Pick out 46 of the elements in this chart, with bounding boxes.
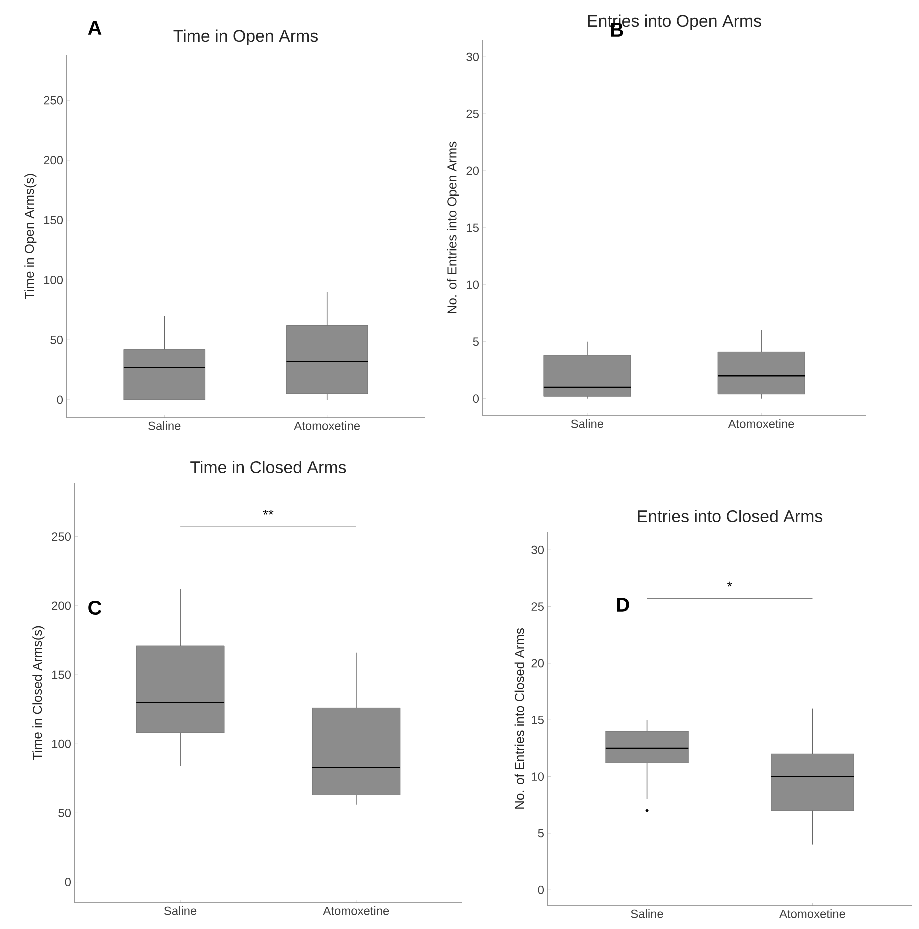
y-tick-label: 20 — [532, 659, 544, 668]
y-tick-label: 30 — [466, 52, 480, 62]
y-tick-label: 100 — [44, 276, 64, 284]
y-tick-label: 5 — [538, 829, 544, 838]
y-tick-label: 250 — [44, 96, 64, 105]
annotation: D — [617, 598, 630, 612]
y-tick-label: 10 — [467, 280, 480, 290]
x-tick-label: Atomoxetine — [323, 906, 390, 916]
x-tick-label: Atomoxetine — [294, 422, 360, 430]
y-tick-label: 200 — [44, 156, 64, 165]
x-tick-label: Saline — [631, 910, 664, 918]
x-tick-label: Saline — [164, 906, 197, 916]
y-tick-label: 250 — [52, 532, 72, 542]
y-tick-label: 50 — [50, 336, 64, 344]
y-tick-label: 25 — [532, 602, 544, 612]
chart-title: Entries into Closed Arms — [638, 510, 823, 523]
y-tick-label: 150 — [44, 216, 64, 225]
y-axis-title: Time in Open Arms(s) — [24, 174, 37, 300]
annotation: * — [728, 582, 733, 587]
y-tick-label: 0 — [65, 878, 72, 886]
chart-title: Time in Closed Arms — [190, 461, 346, 474]
y-axis-title: No. of Entries into Open Arms — [447, 142, 460, 314]
y-tick-label: 0 — [538, 886, 544, 894]
y-tick-label: 15 — [467, 224, 479, 232]
annotation: ** — [263, 510, 274, 515]
y-tick-label: 15 — [532, 716, 544, 724]
x-tick-label: Atomoxetine — [780, 910, 846, 918]
y-tick-label: 30 — [532, 546, 544, 554]
y-tick-label: 100 — [52, 740, 72, 748]
x-tick-label: Atomoxetine — [728, 420, 794, 428]
x-tick-label: Saline — [148, 422, 181, 430]
text: A — [88, 21, 102, 35]
y-axis-title: No. of Entries into Closed Arms — [514, 628, 524, 809]
chart-title: Time in Open Arms — [174, 30, 318, 46]
y-tick-label: 10 — [532, 772, 544, 782]
y-tick-label: 150 — [52, 670, 72, 680]
y-tick-label: 200 — [52, 602, 72, 610]
y-tick-label: 50 — [58, 808, 72, 818]
y-tick-label: 0 — [473, 394, 480, 404]
y-axis-title: Time in Closed Arms(s) — [32, 626, 45, 760]
y-tick-label: 20 — [466, 166, 480, 176]
y-tick-label: 5 — [473, 338, 479, 346]
y-tick-label: 0 — [57, 396, 64, 404]
y-tick-label: 25 — [466, 110, 479, 118]
annotation: C — [88, 600, 102, 616]
x-tick-label: Saline — [571, 420, 604, 428]
